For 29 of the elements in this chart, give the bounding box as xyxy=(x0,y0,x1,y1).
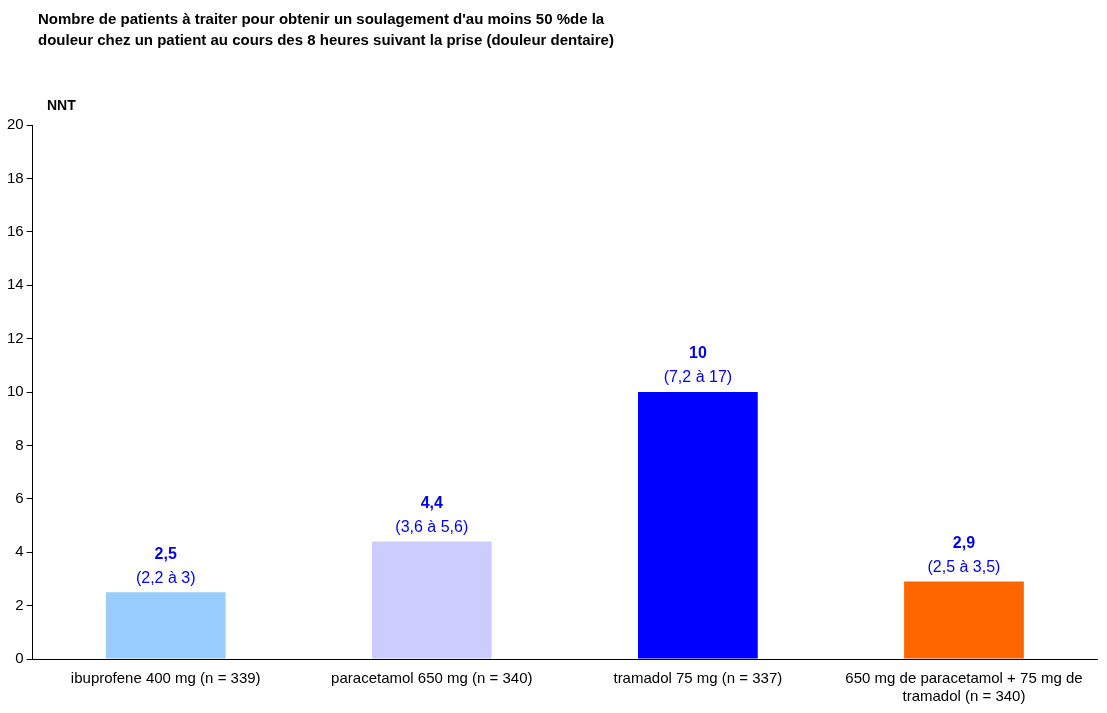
y-tick-label: 4 xyxy=(15,542,24,560)
bar xyxy=(105,592,226,659)
x-tick-label: paracetamol 650 mg (n = 340) xyxy=(331,669,533,687)
annotation: (2,5 à 3,5) xyxy=(927,557,1001,575)
y-tick-label: 8 xyxy=(15,435,24,453)
y-tick-label: 14 xyxy=(7,275,24,293)
annotation: (3,6 à 5,6) xyxy=(395,517,469,535)
y-tick-label: 20 xyxy=(7,115,24,133)
y-tick-label: 2 xyxy=(15,595,24,613)
data-label: 2,9 xyxy=(952,533,976,551)
data-label: 10 xyxy=(688,344,707,362)
data-label: 4,4 xyxy=(420,493,444,511)
y-tick-label: 18 xyxy=(7,168,24,186)
bar xyxy=(638,392,758,659)
annotation: (2,2 à 3) xyxy=(135,568,196,586)
x-tick-label: ibuprofene 400 mg (n = 339) xyxy=(70,669,261,687)
y-tick-label: 12 xyxy=(7,328,24,346)
y-tick-label: 0 xyxy=(15,649,24,667)
annotation: (7,2 à 17) xyxy=(663,368,733,386)
x-tick-label: 650 mg de paracetamol + 75 mg de tramadol (n = 340) xyxy=(845,669,1083,705)
data-label: 2,5 xyxy=(154,544,177,562)
y-axis-title: NNT xyxy=(47,97,76,113)
chart-title: Nombre de patients à traiter pour obtenir un soulagement d'au moins 50 %de la douleur chez un patient au cours des 8 heures suivant la prise (douleur dentaire) xyxy=(38,9,615,50)
y-tick-label: 6 xyxy=(15,488,24,506)
y-tick-label: 16 xyxy=(7,221,24,239)
y-tick-label: 10 xyxy=(7,382,24,400)
x-tick-label: tramadol 75 mg (n = 337) xyxy=(613,669,783,687)
bar xyxy=(371,541,492,659)
bar xyxy=(904,581,1024,659)
